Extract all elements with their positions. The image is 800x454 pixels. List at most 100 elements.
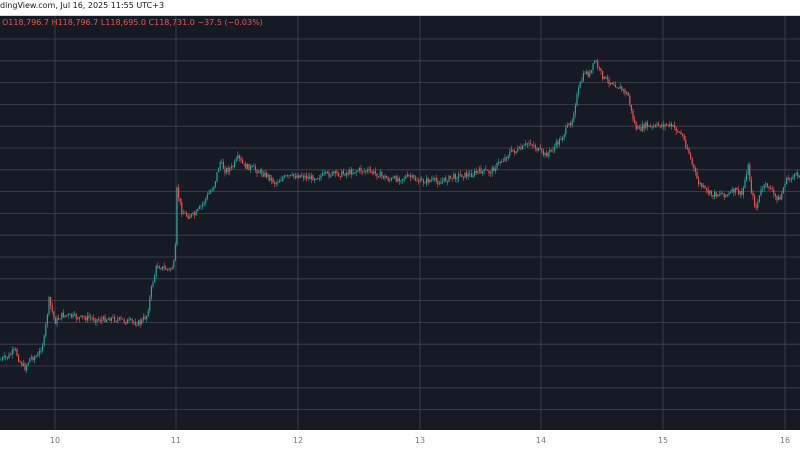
candle-body [362,171,364,173]
candle-body [368,169,370,171]
candle-body [395,176,397,182]
candle-body [344,173,346,176]
candle-body [181,202,183,215]
candle-body [154,275,156,283]
candle-body [704,185,706,188]
candle-body [26,365,28,371]
candle-body [680,131,682,135]
candle-body [464,172,466,178]
candle-body [622,89,624,91]
candle-body [640,126,642,132]
candle-body [312,175,314,181]
candle-body [150,286,152,298]
candle-body [51,305,53,312]
candle-body [251,165,253,167]
candle-body [202,203,204,206]
candle-body [310,175,312,180]
candle-body [798,175,800,177]
candle-body [528,143,530,145]
candle-body [298,175,300,178]
candle-body [706,188,708,190]
x-tick-label: 15 [658,436,668,445]
candle-body [454,174,456,180]
candle-body [691,158,693,165]
candle-body [203,202,205,204]
candle-body [522,145,524,150]
candle-body [229,168,231,172]
candle-body [34,356,36,360]
candle-body [685,139,687,148]
candle-body [390,178,392,181]
candle-body [629,95,631,105]
candle-body [579,82,581,88]
candle-body [64,315,66,318]
candle-body [360,168,362,172]
candle-body [259,169,261,173]
candle-body [74,314,76,315]
candle-body [320,175,322,179]
candle-body [448,175,450,182]
candle-body [184,212,186,214]
candle-body [734,187,736,193]
candle-body [125,322,127,324]
candle-body [784,184,786,188]
candle-body [325,171,327,173]
candle-body [726,194,728,196]
candle-body [781,193,783,200]
candles-layer [0,58,800,374]
candle-body [752,192,754,196]
candle-body [534,145,536,149]
candle-body [334,171,336,174]
chart-panel[interactable]: dingView.com, Jul 16, 2025 11:55 UTC+3 O… [0,0,800,430]
candle-body [744,180,746,188]
candle-body [158,266,160,269]
candle-body [155,266,157,276]
candle-body [168,268,170,270]
candle-body [741,191,743,195]
candle-body [762,188,764,190]
candle-body [738,190,740,195]
candle-body [13,348,15,351]
candle-body [698,178,700,184]
candle-body [435,178,437,182]
candle-body [709,190,711,194]
candle-body [539,147,541,149]
candle-body [22,363,24,366]
candle-body [746,174,748,180]
chart-svg[interactable] [0,0,800,430]
candle-body [514,151,516,154]
candle-body [410,176,412,178]
candle-body [770,188,772,189]
candle-body [674,125,676,128]
candle-body [494,168,496,172]
candle-body [467,174,469,177]
candle-body [563,134,565,138]
candle-body [634,119,636,123]
candle-body [165,267,167,270]
candle-body [707,189,709,194]
candle-body [72,314,74,318]
candle-body [48,297,50,315]
candle-body [558,139,560,145]
candle-body [517,148,519,152]
candle-body [120,317,122,319]
candle-body [254,166,256,171]
candle-body [512,149,514,152]
candle-body [240,158,242,161]
candle-body [93,317,95,321]
candle-body [581,81,583,83]
candle-body [307,176,309,179]
candle-body [749,164,751,180]
candle-body [315,178,317,180]
candle-body [386,176,388,179]
candle-body [600,68,602,72]
candle-body [27,362,29,366]
candle-body [766,183,768,187]
candle-body [555,141,557,147]
candle-body [493,167,495,172]
candle-body [278,181,280,183]
candle-body [299,175,301,178]
candle-body [262,174,264,177]
candle-body [589,72,591,77]
candle-body [482,171,484,174]
